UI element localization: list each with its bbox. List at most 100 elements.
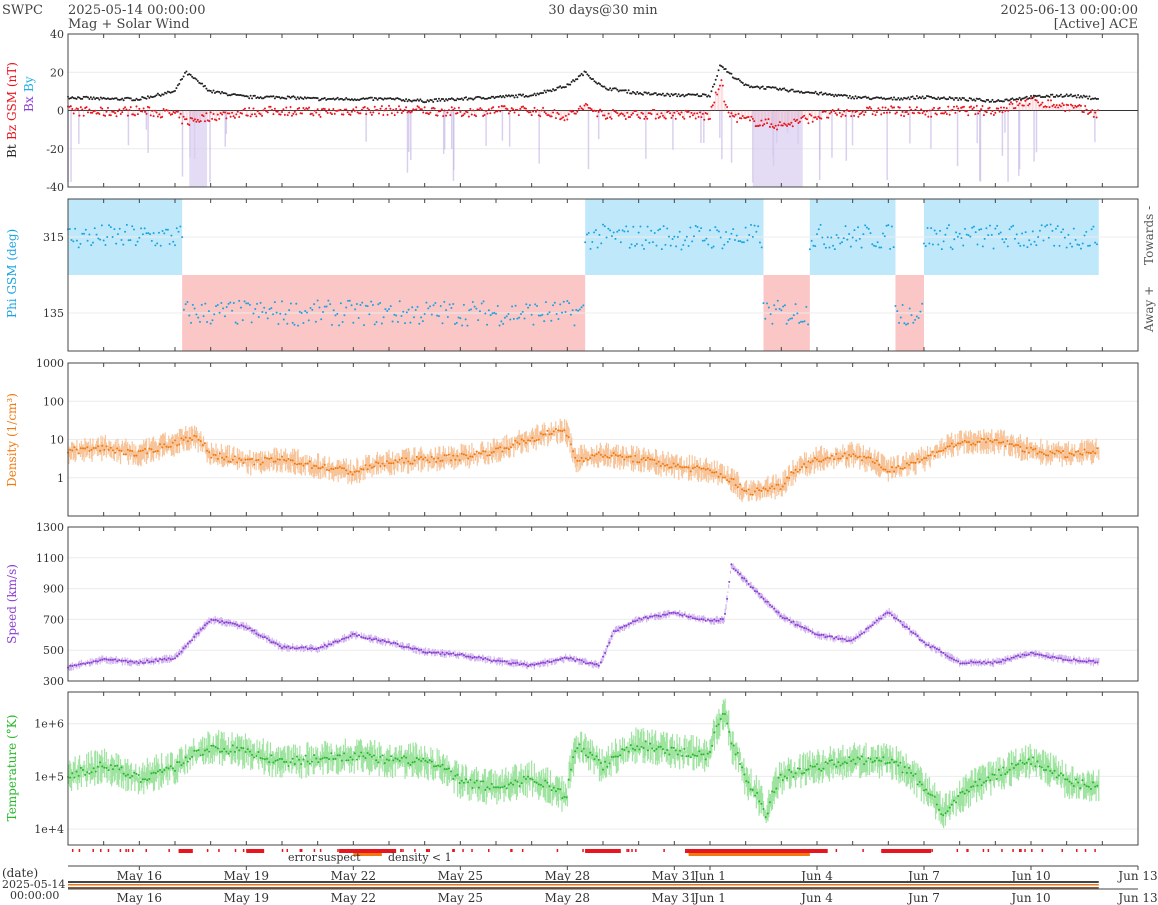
bt-point [950, 97, 953, 100]
bz-point [81, 108, 84, 111]
phi-point [165, 228, 168, 231]
bz-point [166, 109, 169, 112]
phi-point [862, 233, 865, 236]
bz-point [1041, 101, 1044, 104]
bz-point [312, 114, 315, 117]
bt-point [1042, 96, 1045, 99]
density-point [503, 447, 506, 450]
phi-point [767, 306, 770, 309]
bz-point [651, 108, 654, 111]
density-point [428, 461, 431, 464]
bt-point [1075, 96, 1078, 99]
bz-point [659, 115, 662, 118]
bz-point [279, 113, 282, 116]
density-point [619, 454, 622, 457]
density-point [539, 432, 542, 435]
bz-point [915, 106, 918, 109]
bz-point [94, 109, 97, 112]
phi-point [716, 229, 719, 232]
phi-point [746, 239, 749, 242]
bt-point [92, 96, 95, 99]
bz-point [1097, 109, 1100, 112]
bz-point [69, 105, 72, 108]
phi-point [420, 316, 423, 319]
bz-point [838, 111, 841, 114]
density-point [319, 467, 322, 470]
density-point [317, 467, 320, 470]
density-point [126, 448, 129, 451]
density-point [790, 471, 793, 474]
bt-point [1048, 95, 1051, 98]
phi-point [345, 306, 348, 309]
bz-point [718, 84, 721, 87]
bz-point [616, 112, 619, 115]
bt-point [626, 91, 629, 94]
phi-point [946, 227, 949, 230]
phi-point [1071, 245, 1074, 248]
bz-point [887, 108, 890, 111]
bz-point [179, 112, 182, 115]
bz-point [1095, 116, 1098, 119]
bt-point [335, 97, 338, 100]
bz-point [1061, 102, 1064, 105]
bz-point [583, 104, 586, 107]
density-point [929, 454, 932, 457]
bz-point [614, 111, 617, 114]
phi-point [366, 305, 369, 308]
bz-point [753, 120, 756, 123]
phi-point [596, 246, 599, 249]
phi-point [591, 240, 594, 243]
y-tick-label: 135 [43, 307, 64, 320]
phi-point [587, 231, 590, 234]
density-point [1036, 452, 1039, 455]
density-point [989, 439, 992, 442]
bz-point [168, 112, 171, 115]
density-point [295, 463, 298, 466]
phi-point [1090, 228, 1093, 231]
bz-point [503, 105, 506, 108]
bz-point [352, 108, 355, 111]
bz-point [216, 113, 219, 116]
phi-point [266, 317, 269, 320]
phi-point [972, 225, 975, 228]
bz-point [466, 111, 469, 114]
bz-point [293, 110, 296, 113]
density-point [721, 476, 724, 479]
phi-point [931, 243, 934, 246]
density-point [321, 466, 324, 469]
density-point [582, 460, 585, 463]
bz-point [221, 113, 224, 116]
bt-point [209, 89, 212, 92]
bz-point [607, 112, 610, 115]
density-point [1019, 445, 1022, 448]
bt-point [589, 76, 592, 79]
density-point [139, 450, 142, 453]
phi-point [794, 303, 797, 306]
bz-point [562, 116, 565, 119]
density-point [116, 447, 119, 450]
bz-point [991, 110, 994, 113]
bz-point [975, 104, 978, 107]
bz-point [962, 105, 965, 108]
bt-point [813, 92, 816, 95]
bt-point [211, 91, 214, 94]
phi-point [125, 223, 128, 226]
phi-point [197, 316, 200, 319]
bt-point [1051, 93, 1054, 96]
density-point [1006, 440, 1009, 443]
bz-point [914, 108, 917, 111]
towards-label: Towards - [1142, 206, 1156, 265]
bz-point [874, 114, 877, 117]
density-point [944, 447, 947, 450]
bz-point [383, 109, 386, 112]
bz-point [641, 112, 644, 115]
bz-point [310, 112, 313, 115]
bz-point [313, 109, 316, 112]
density-point [587, 458, 590, 461]
bz-point [215, 119, 218, 122]
bt-point [559, 85, 562, 88]
phi-point [97, 237, 100, 240]
bz-point [380, 105, 383, 108]
phi-point [502, 322, 505, 325]
bz-point [144, 110, 147, 113]
